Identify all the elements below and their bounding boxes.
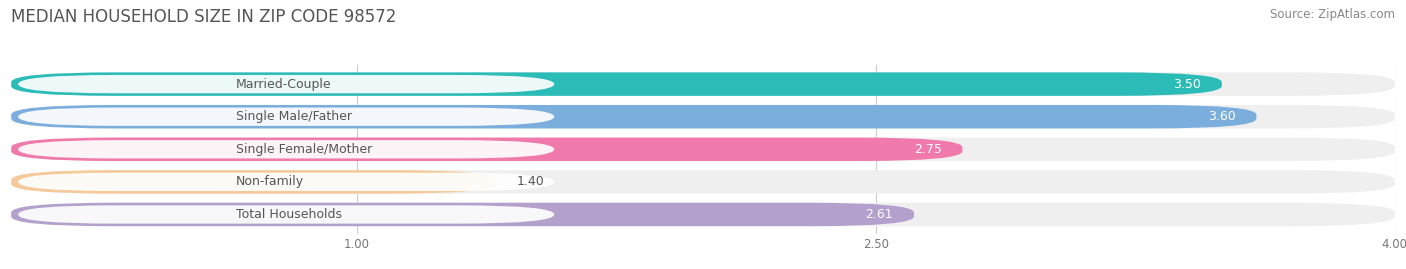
Text: Married-Couple: Married-Couple <box>236 78 332 91</box>
FancyBboxPatch shape <box>11 72 1222 96</box>
FancyBboxPatch shape <box>18 108 554 126</box>
FancyBboxPatch shape <box>11 105 1395 128</box>
Text: Total Households: Total Households <box>236 208 342 221</box>
FancyBboxPatch shape <box>18 205 554 224</box>
FancyBboxPatch shape <box>18 140 554 158</box>
Text: 3.50: 3.50 <box>1173 78 1201 91</box>
FancyBboxPatch shape <box>11 137 962 161</box>
FancyBboxPatch shape <box>11 105 1257 128</box>
FancyBboxPatch shape <box>11 170 1395 194</box>
Text: Single Female/Mother: Single Female/Mother <box>236 143 373 156</box>
Text: Source: ZipAtlas.com: Source: ZipAtlas.com <box>1270 8 1395 21</box>
FancyBboxPatch shape <box>11 203 914 226</box>
Text: 3.60: 3.60 <box>1208 110 1236 123</box>
FancyBboxPatch shape <box>11 170 495 194</box>
Text: Single Male/Father: Single Male/Father <box>236 110 352 123</box>
Text: 2.61: 2.61 <box>866 208 893 221</box>
Text: Non-family: Non-family <box>236 175 304 188</box>
FancyBboxPatch shape <box>18 173 554 191</box>
FancyBboxPatch shape <box>18 75 554 93</box>
Text: 1.40: 1.40 <box>516 175 544 188</box>
Text: MEDIAN HOUSEHOLD SIZE IN ZIP CODE 98572: MEDIAN HOUSEHOLD SIZE IN ZIP CODE 98572 <box>11 8 396 26</box>
FancyBboxPatch shape <box>11 72 1395 96</box>
Text: 2.75: 2.75 <box>914 143 942 156</box>
FancyBboxPatch shape <box>11 137 1395 161</box>
FancyBboxPatch shape <box>11 203 1395 226</box>
